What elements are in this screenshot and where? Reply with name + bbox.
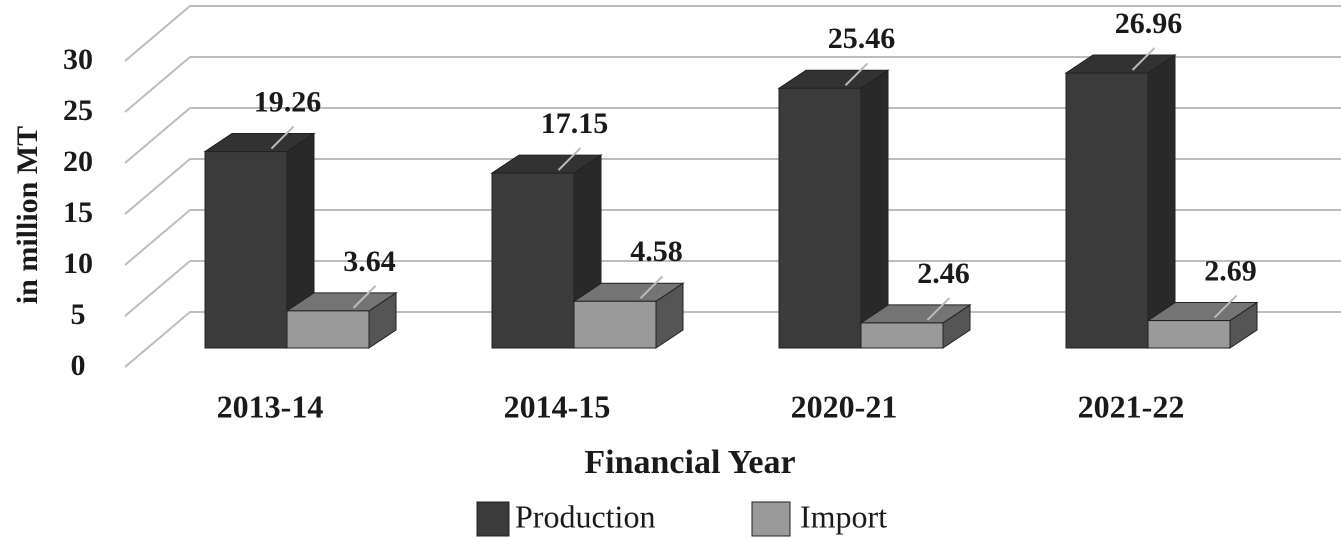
bar bbox=[573, 300, 657, 349]
y-tick-label: 10 bbox=[63, 247, 93, 280]
y-tick-label: 5 bbox=[71, 298, 86, 331]
bar bbox=[860, 322, 944, 349]
leader-line bbox=[1131, 47, 1156, 71]
leader-line bbox=[1213, 294, 1238, 319]
grid-line bbox=[124, 209, 1341, 266]
data-label: 25.46 bbox=[828, 22, 896, 55]
y-tick-label: 25 bbox=[63, 94, 93, 127]
grid-line bbox=[124, 260, 1341, 317]
bar bbox=[1147, 320, 1231, 349]
legend-label: Import bbox=[800, 498, 887, 534]
grid-line bbox=[124, 158, 1341, 215]
bar-side bbox=[860, 69, 889, 349]
y-tick-label: 20 bbox=[63, 145, 93, 178]
x-tick-label: 2014-15 bbox=[504, 388, 611, 424]
leader-line bbox=[352, 285, 377, 309]
legend-swatch bbox=[476, 501, 510, 537]
legend-label: Production bbox=[515, 498, 655, 534]
legend-swatch bbox=[751, 501, 791, 537]
x-tick-label: 2021-22 bbox=[1078, 388, 1185, 424]
leader-line bbox=[639, 275, 664, 299]
y-tick-label: 15 bbox=[63, 196, 93, 229]
bar bbox=[286, 310, 370, 349]
y-axis-title: in million MT bbox=[11, 126, 44, 304]
grid-line bbox=[124, 56, 1341, 113]
grid-line bbox=[124, 5, 1341, 62]
data-label: 2.69 bbox=[1204, 254, 1257, 287]
bar bbox=[778, 87, 862, 349]
data-label: 4.58 bbox=[630, 235, 683, 268]
data-label: 19.26 bbox=[254, 85, 322, 118]
data-label: 2.46 bbox=[917, 257, 970, 290]
grid-line bbox=[124, 107, 1341, 164]
x-axis-title: Financial Year bbox=[584, 444, 795, 481]
bar bbox=[491, 172, 575, 349]
y-tick-label: 30 bbox=[63, 43, 93, 76]
y-tick-label: 0 bbox=[71, 349, 86, 382]
leader-line bbox=[926, 297, 951, 321]
leader-line bbox=[557, 147, 582, 171]
bar bbox=[204, 151, 288, 349]
bar bbox=[1065, 72, 1149, 349]
x-tick-label: 2020-21 bbox=[791, 388, 898, 424]
data-label: 3.64 bbox=[343, 245, 396, 278]
data-label: 17.15 bbox=[541, 107, 609, 140]
x-tick-label: 2013-14 bbox=[217, 388, 324, 424]
leader-line bbox=[844, 62, 869, 87]
data-label: 26.96 bbox=[1115, 7, 1183, 40]
bar-side bbox=[1147, 54, 1176, 349]
leader-line bbox=[270, 125, 295, 150]
